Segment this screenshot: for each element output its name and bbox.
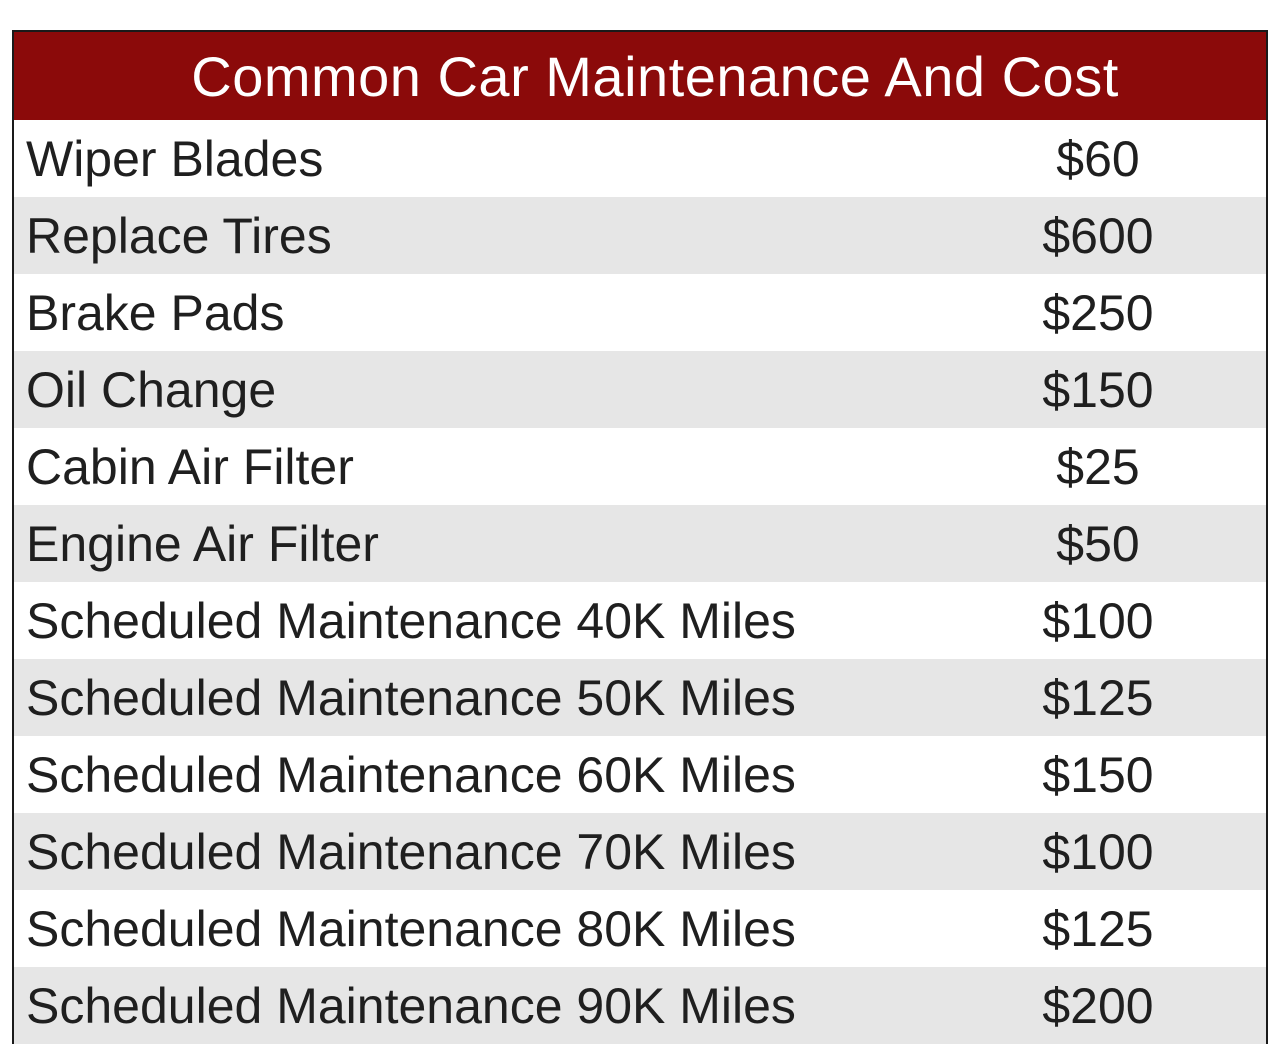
table-row: Wiper Blades $60 xyxy=(14,120,1266,197)
item-cost: $250 xyxy=(1042,284,1154,341)
maintenance-cost-table: Common Car Maintenance And Cost Wiper Bl… xyxy=(12,30,1268,1044)
item-name: Scheduled Maintenance 50K Miles xyxy=(26,669,796,726)
item-name: Replace Tires xyxy=(26,207,332,264)
table-title: Common Car Maintenance And Cost xyxy=(14,32,1266,120)
item-name: Brake Pads xyxy=(26,284,285,341)
item-name: Oil Change xyxy=(26,361,277,418)
table-row: Scheduled Maintenance 70K Miles $100 xyxy=(14,813,1266,890)
item-cost: $125 xyxy=(1042,669,1154,726)
item-name: Scheduled Maintenance 90K Miles xyxy=(26,977,796,1034)
item-name: Scheduled Maintenance 60K Miles xyxy=(26,746,796,803)
item-cost: $60 xyxy=(1056,130,1140,187)
item-cost: $150 xyxy=(1042,361,1154,418)
item-name: Scheduled Maintenance 70K Miles xyxy=(26,823,796,880)
item-name: Engine Air Filter xyxy=(26,515,379,572)
table-row: Scheduled Maintenance 60K Miles $150 xyxy=(14,736,1266,813)
item-cost: $100 xyxy=(1042,823,1154,880)
item-name: Cabin Air Filter xyxy=(26,438,354,495)
item-cost: $125 xyxy=(1042,900,1154,957)
table-row: Scheduled Maintenance 50K Miles $125 xyxy=(14,659,1266,736)
table-row: Oil Change $150 xyxy=(14,351,1266,428)
table-row: Engine Air Filter $50 xyxy=(14,505,1266,582)
item-cost: $100 xyxy=(1042,592,1154,649)
item-name: Scheduled Maintenance 40K Miles xyxy=(26,592,796,649)
item-name: Scheduled Maintenance 80K Miles xyxy=(26,900,796,957)
table-row: Scheduled Maintenance 40K Miles $100 xyxy=(14,582,1266,659)
item-name: Wiper Blades xyxy=(26,130,324,187)
item-cost: $25 xyxy=(1056,438,1140,495)
item-cost: $150 xyxy=(1042,746,1154,803)
table-row: Brake Pads $250 xyxy=(14,274,1266,351)
item-cost: $600 xyxy=(1042,207,1154,264)
table-row: Replace Tires $600 xyxy=(14,197,1266,274)
item-cost: $200 xyxy=(1042,977,1154,1034)
table-body: Wiper Blades $60 Replace Tires $600 Brak… xyxy=(14,120,1266,1044)
table-row: Cabin Air Filter $25 xyxy=(14,428,1266,505)
item-cost: $50 xyxy=(1056,515,1140,572)
table-row: Scheduled Maintenance 80K Miles $125 xyxy=(14,890,1266,967)
table-row: Scheduled Maintenance 90K Miles $200 xyxy=(14,967,1266,1044)
